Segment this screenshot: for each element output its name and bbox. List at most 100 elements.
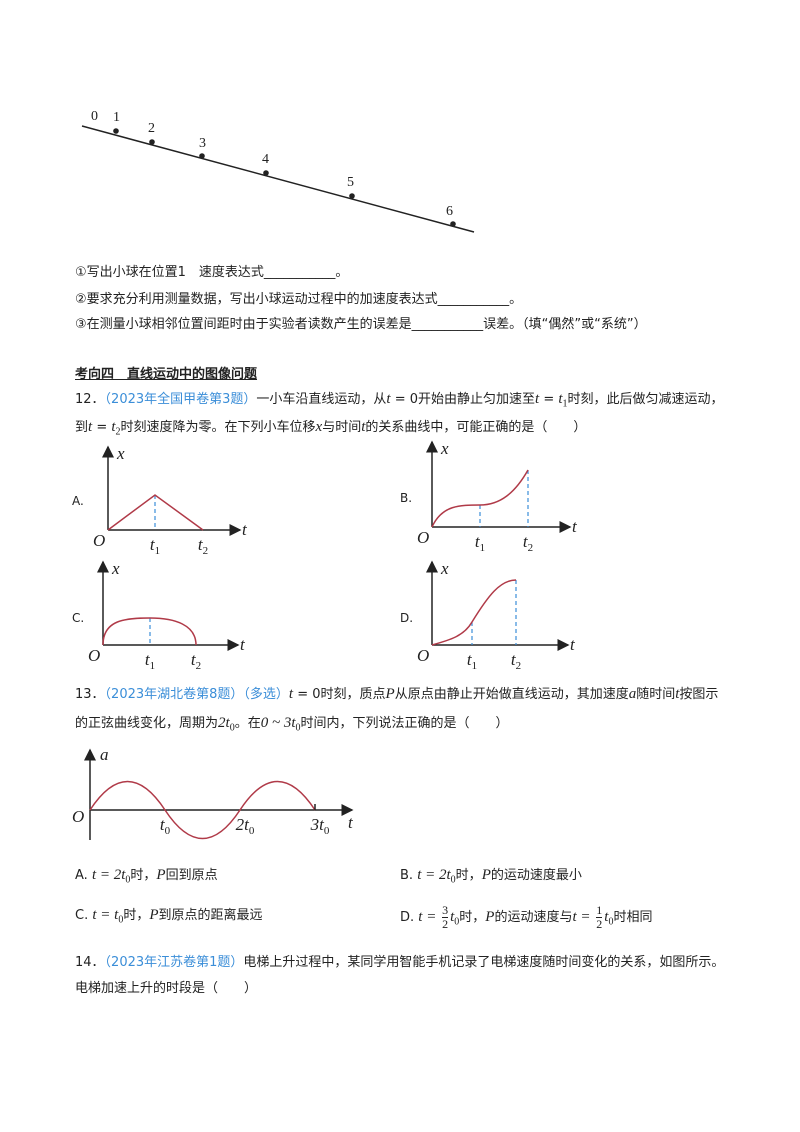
label-sub: 2 (516, 660, 522, 672)
axis-label: x (116, 444, 125, 463)
question-stem: 一小车沿直线运动，从t = 0开始由静止匀加速至t = t1时刻，此后做匀减速运… (75, 391, 724, 438)
position-label: 2 (148, 121, 155, 136)
axis-label: t (570, 635, 576, 654)
question-number: 12． (75, 392, 105, 407)
tick-label: 2t0 (236, 815, 255, 837)
text-run: 时刻，质点 (320, 687, 386, 702)
text-run: t = 2t (91, 867, 126, 883)
label-sub: 1 (150, 660, 156, 672)
label-sub: 0 (165, 825, 171, 837)
text-run: 时， (455, 868, 482, 883)
text-run: 时相同 (613, 910, 653, 925)
label-sub: 0 (249, 825, 255, 837)
axis-label: t (240, 635, 246, 654)
text-run: t (604, 909, 609, 925)
question-source: （2023年湖北卷第8题） (104, 687, 244, 702)
origin-label: O (417, 528, 429, 547)
label-main: t (191, 650, 197, 669)
label-main: t (467, 650, 473, 669)
tick-label: t2 (523, 532, 533, 554)
label-sub: 2 (196, 660, 202, 672)
text-run: x (315, 418, 323, 435)
text-run: P (485, 909, 495, 925)
text-run: t = 2t (417, 867, 451, 883)
curve (102, 617, 197, 646)
text-run: 的运动速度与 (494, 910, 573, 925)
text-run: P (481, 867, 491, 883)
origin-label: O (72, 807, 84, 826)
position-label: 1 (113, 110, 120, 125)
option-text: t = 2t0时，P的运动速度最小 (417, 867, 582, 886)
option-label: C. (75, 908, 89, 923)
tick-label: t1 (150, 535, 160, 557)
text-run: 从原点由静止开始做直线运动，其加速度 (394, 687, 629, 702)
text-run: a (628, 686, 637, 702)
position-label: 4 (262, 152, 269, 167)
axis-label: t (348, 813, 354, 832)
text-run: 0 (229, 722, 235, 734)
track-line (81, 125, 475, 233)
label-main: t (475, 532, 481, 551)
text-run: 一小车沿直线运动，从 (256, 392, 387, 407)
text-run: 0 (295, 722, 301, 734)
text-run: 的运动速度最小 (490, 868, 582, 883)
text-run: t (111, 418, 116, 435)
label-main: t (160, 815, 166, 834)
position-label: 6 (446, 204, 453, 219)
label-main: t (198, 535, 204, 554)
text-run: = (92, 419, 112, 435)
tick-label: t1 (475, 532, 485, 554)
curve (431, 469, 529, 528)
text-run: 2 (115, 426, 121, 438)
text-run: 到原点的距离最远 (158, 908, 263, 923)
text-run: 1 (596, 903, 603, 918)
text-run: 2t (218, 715, 230, 731)
text-run: t = (418, 909, 441, 925)
text-run: 随时间 (636, 687, 676, 702)
axis-label: x (111, 559, 120, 578)
ball-dot (199, 153, 205, 159)
text-run: 0 (454, 916, 460, 928)
origin-label: O (88, 646, 100, 665)
option: A. t = 2t0时，P回到原点 (75, 864, 218, 892)
text-run: 的关系曲线中，可能正确的是（ ） (365, 419, 587, 435)
text-run: 时刻，此后做匀减速运动，到 (75, 392, 724, 435)
question-source: （2023年全国甲卷第3题） (104, 392, 257, 407)
q11-part: ③在测量小球相邻位置间距时由于实验者读数产生的误差是___________误差。… (75, 317, 647, 332)
text-run: 与时间 (322, 419, 362, 435)
option-label: D. (400, 611, 413, 625)
option: B. t = 2t0时，P的运动速度最小 (400, 864, 582, 892)
option-text: t = t0时，P到原点的距离最远 (92, 907, 263, 926)
tick-label: t1 (467, 650, 477, 672)
option-label: D. (400, 910, 415, 925)
text-run: = 0 (293, 687, 321, 702)
text-run: P (156, 867, 166, 883)
text-run: 时， (123, 908, 150, 923)
text-run: t (386, 391, 391, 407)
axis-label: t (242, 520, 248, 539)
text-run: 1 (562, 398, 568, 410)
q11-part: ②要求充分利用测量数据，写出小球运动过程中的加速度表达式___________。 (75, 292, 523, 307)
sine-curve (89, 780, 316, 840)
label-main: t (523, 532, 529, 551)
position-label: 0 (91, 109, 98, 124)
ball-dot (149, 139, 155, 145)
section-heading: 考向四 直线运动中的图像问题 (75, 367, 258, 382)
text-run: t (558, 391, 563, 407)
text-run: t (675, 686, 680, 702)
question-12: 12．（2023年全国甲卷第3题）一小车沿直线运动，从t = 0开始由静止匀加速… (75, 388, 725, 443)
question-13: 13．（2023年湖北卷第8题）（多选）t = 0时刻，质点P从原点由静止开始做… (75, 680, 725, 743)
text-run: 时间内，下列说法正确的是（ ） (300, 716, 509, 731)
text-run: 回到原点 (165, 868, 218, 883)
label-main: t (150, 535, 156, 554)
position-label: 3 (199, 136, 206, 151)
question-stem: t = 0时刻，质点P从原点由静止开始做直线运动，其加速度a随时间t按图示的正弦… (75, 686, 718, 734)
option-text: t = 3 2 t0时，P的运动速度与t = 1 2 t0时相同 (418, 904, 653, 931)
label-main: t (145, 650, 151, 669)
option-label: A. (75, 868, 88, 883)
option: D. t = 3 2 t0时，P的运动速度与t = 1 2 t0时相同 (400, 904, 652, 934)
label-sub: 1 (472, 660, 478, 672)
axis-label: x (440, 439, 449, 458)
